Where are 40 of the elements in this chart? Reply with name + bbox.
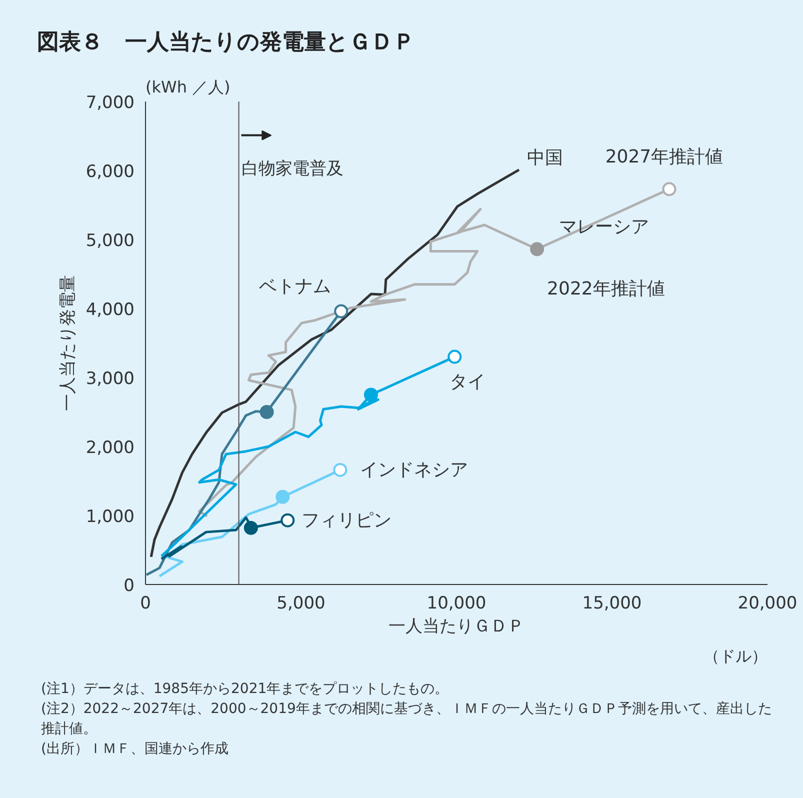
series-label: 中国 <box>527 147 564 168</box>
point <box>448 350 462 364</box>
y-tick-label: 1,000 <box>86 507 135 527</box>
point <box>530 242 544 256</box>
y-tick-label: 6,000 <box>86 162 135 182</box>
x-tick-label: 15,000 <box>582 594 642 614</box>
text: (kWh ／人) <box>146 78 230 96</box>
point <box>280 513 295 528</box>
text: (出所）ＩＭＦ、国連から作成 <box>41 741 228 757</box>
text: (注1）データは、1985年から2021年までをプロットしたもの。 <box>41 681 449 697</box>
x-axis-title: 一人当たりＧＤＰ <box>388 616 524 636</box>
y-tick-label: 5,000 <box>86 231 135 251</box>
text: （ドル） <box>704 646 768 666</box>
y-axis-title: 一人当たり発電量 <box>58 275 78 411</box>
point <box>333 462 348 477</box>
x-tick-label: 5,000 <box>276 594 326 614</box>
x-tick-label: 20,000 <box>738 594 798 614</box>
series-label: インドネシア <box>360 459 468 480</box>
series-label: フィリピン <box>302 510 392 531</box>
annotation: 2027年推計値 <box>605 146 724 168</box>
point <box>364 388 378 402</box>
point <box>260 405 274 419</box>
point <box>334 304 348 318</box>
series-label: ベトナム <box>259 276 332 297</box>
ref-line-label: 白物家電普及 <box>241 159 344 180</box>
series-label: タイ <box>450 371 486 392</box>
y-tick-label: 4,000 <box>86 300 135 320</box>
chart-title: 図表８ 一人当たりの発電量とＧＤＰ <box>37 30 415 55</box>
y-tick-label: 2,000 <box>86 438 135 458</box>
y-tick-label: 7,000 <box>86 93 135 113</box>
annotation: 2022年推計値 <box>547 278 665 300</box>
y-tick-label: 0 <box>124 576 135 596</box>
text: (注2）2022～2027年は、2000～2019年までの相関に基づき、ＩＭＦの一人当たりＧＤＰ予測を用いて、産出した推計値。 <box>41 701 772 737</box>
point <box>276 490 290 504</box>
x-tick-label: 10,000 <box>426 594 486 614</box>
series-label: マレーシア <box>559 216 650 238</box>
x-tick-label: 0 <box>140 594 151 614</box>
point <box>244 520 258 535</box>
y-tick-label: 3,000 <box>86 369 135 389</box>
point <box>662 182 676 196</box>
